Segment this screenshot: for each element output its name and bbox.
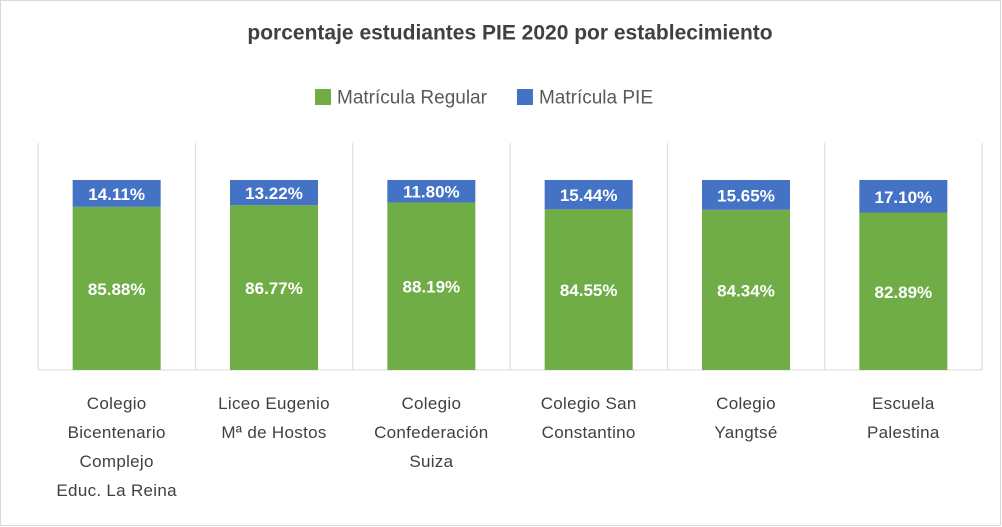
legend-swatch [516, 89, 533, 105]
x-tick-label: Colegio San Constantino [540, 394, 637, 442]
data-label: 84.55% [560, 281, 618, 300]
bar-segment [387, 180, 476, 203]
bar-segment [702, 180, 790, 210]
legend-label: Matrícula Regular [337, 88, 488, 109]
bar-segment [702, 209, 790, 370]
bar-segment [544, 209, 633, 370]
data-label: 15.44% [560, 186, 618, 205]
data-label: 15.65% [717, 186, 775, 205]
bar-segment [859, 212, 948, 370]
bar-segment [230, 205, 318, 370]
bar-segment [72, 180, 161, 207]
legend-swatch [315, 89, 331, 105]
data-label: 13.22% [245, 184, 303, 203]
x-tick-label: Colegio Confederación Suiza [374, 394, 489, 471]
data-label: 11.80% [403, 183, 460, 202]
data-label: 86.77% [245, 279, 303, 298]
x-tick-label: Colegio Bicentenario Complejo Educ. La R… [56, 394, 177, 500]
bar-segment [72, 206, 161, 370]
bar-segment [230, 180, 318, 206]
bar-segment [544, 180, 633, 210]
bar-segment [859, 180, 948, 213]
x-tick-label: Colegio Yangtsé [714, 394, 778, 442]
data-label: 85.88% [88, 280, 146, 299]
x-tick-label: Escuela Palestina [867, 394, 940, 442]
data-label: 17.10% [874, 188, 932, 207]
data-label: 84.34% [717, 281, 775, 300]
data-label: 14.11% [88, 185, 145, 204]
bar-segment [387, 202, 476, 370]
data-label: 82.89% [874, 283, 932, 302]
x-tick-label: Liceo Eugenio Mª de Hostos [218, 394, 330, 442]
legend-label: Matrícula PIE [539, 88, 653, 109]
chart-title: porcentaje estudiantes PIE 2020 por esta… [247, 22, 772, 45]
data-label: 88.19% [402, 278, 460, 297]
